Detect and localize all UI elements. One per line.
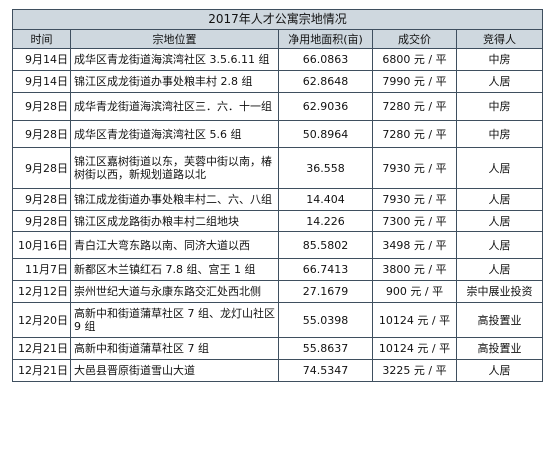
cell-date: 9月14日 [12,48,71,71]
cell-area: 66.7413 [278,258,373,281]
cell-buyer: 人居 [456,231,543,259]
cell-price: 10124 元 / 平 [372,302,457,338]
table-row: 9月14日 成华区青龙街道海滨湾社区 3.5.6.11 组 66.0863 6800 … [12,48,543,71]
cell-date: 9月28日 [12,188,71,211]
cell-price: 7930 元 / 平 [372,188,457,211]
land-table: 2017年人才公寓宗地情况 时间 宗地位置 净用地面积(亩) 成交价 竞得人 9… [12,9,543,382]
cell-buyer: 人居 [456,147,543,189]
cell-date: 9月28日 [12,92,71,121]
cell-area: 55.0398 [278,302,373,338]
table-row: 9月28日 锦江区成龙路街办粮丰村二组地块 14.226 7300 元 / 平人居 [12,210,543,232]
cell-location: 锦江区嘉树街道以东，芙蓉中街以南，椿树街以西，新规划道路以北 [70,147,279,189]
cell-date: 9月28日 [12,120,71,148]
header-buyer: 竞得人 [456,29,543,49]
cell-buyer: 人居 [456,258,543,281]
cell-date: 10月16日 [12,231,71,259]
table-title: 2017年人才公寓宗地情况 [12,9,543,30]
table-row: 12月21日 大邑县晋原街道雪山大道 74.5347 3225 元 / 平人居 [12,359,543,382]
cell-price: 7990 元 / 平 [372,70,457,93]
cell-location: 成华区青龙街道海滨湾社区 3.5.6.11 组 [70,48,279,71]
cell-date: 12月20日 [12,302,71,338]
cell-area: 14.226 [278,210,373,232]
cell-price: 7280 元 / 平 [372,92,457,121]
cell-price: 7930 元 / 平 [372,147,457,189]
land-table-body: 2017年人才公寓宗地情况 时间 宗地位置 净用地面积(亩) 成交价 竞得人 9… [12,9,543,382]
table-row: 9月14日 锦江区成龙街道办事处粮丰村 2.8 组 62.8648 7990 元 / … [12,70,543,93]
table-header-row: 时间 宗地位置 净用地面积(亩) 成交价 竞得人 [12,29,543,49]
cell-date: 12月12日 [12,280,71,303]
cell-location: 成华青龙街道海滨湾社区三．六．十一组 [70,92,279,121]
cell-location: 青白江大弯东路以南、同济大道以西 [70,231,279,259]
cell-price: 3800 元 / 平 [372,258,457,281]
cell-buyer: 崇中展业投资 [456,280,543,303]
table-row: 12月12日 崇州世纪大道与永康东路交汇处西北侧 27.1679 900 元 / 平崇… [12,280,543,303]
cell-date: 9月14日 [12,70,71,93]
table-title-row: 2017年人才公寓宗地情况 [12,9,543,30]
cell-price: 900 元 / 平 [372,280,457,303]
cell-buyer: 人居 [456,359,543,382]
cell-area: 50.8964 [278,120,373,148]
cell-area: 85.5802 [278,231,373,259]
cell-buyer: 中房 [456,120,543,148]
cell-location: 锦江成龙街道办事处粮丰村二、六、八组 [70,188,279,211]
cell-date: 12月21日 [12,359,71,382]
cell-area: 66.0863 [278,48,373,71]
cell-location: 崇州世纪大道与永康东路交汇处西北侧 [70,280,279,303]
cell-buyer: 高投置业 [456,337,543,360]
cell-buyer: 人居 [456,70,543,93]
table-row: 9月28日 锦江区嘉树街道以东，芙蓉中街以南，椿树街以西，新规划道路以北 36.55… [12,147,543,189]
table-row: 12月21日 高新中和街道蒲草社区 7 组 55.8637 10124 元 / 平高投… [12,337,543,360]
cell-location: 新都区木兰镇红石 7.8 组、宫王 1 组 [70,258,279,281]
cell-date: 11月7日 [12,258,71,281]
table-row: 9月28日 成华青龙街道海滨湾社区三．六．十一组 62.9036 7280 元 / 平… [12,92,543,121]
table-row: 9月28日 成华区青龙街道海滨湾社区 5.6 组 50.8964 7280 元 / 平… [12,120,543,148]
cell-area: 27.1679 [278,280,373,303]
cell-location: 锦江区成龙路街办粮丰村二组地块 [70,210,279,232]
cell-price: 3498 元 / 平 [372,231,457,259]
cell-date: 12月21日 [12,337,71,360]
table-row: 11月7日 新都区木兰镇红石 7.8 组、宫王 1 组 66.7413 3800 元 … [12,258,543,281]
cell-buyer: 中房 [456,48,543,71]
cell-location: 高新中和街道蒲草社区 7 组 [70,337,279,360]
cell-price: 7280 元 / 平 [372,120,457,148]
cell-price: 3225 元 / 平 [372,359,457,382]
cell-location: 成华区青龙街道海滨湾社区 5.6 组 [70,120,279,148]
cell-area: 14.404 [278,188,373,211]
cell-location: 大邑县晋原街道雪山大道 [70,359,279,382]
cell-buyer: 中房 [456,92,543,121]
table-row: 12月20日 高新中和街道蒲草社区 7 组、龙灯山社区 9 组 55.0398 101… [12,302,543,338]
cell-buyer: 人居 [456,188,543,211]
cell-area: 55.8637 [278,337,373,360]
land-table-container: 2017年人才公寓宗地情况 时间 宗地位置 净用地面积(亩) 成交价 竞得人 9… [12,9,543,382]
header-area: 净用地面积(亩) [278,29,373,49]
cell-location: 锦江区成龙街道办事处粮丰村 2.8 组 [70,70,279,93]
cell-price: 7300 元 / 平 [372,210,457,232]
header-price: 成交价 [372,29,457,49]
cell-date: 9月28日 [12,147,71,189]
cell-buyer: 人居 [456,210,543,232]
cell-area: 74.5347 [278,359,373,382]
cell-price: 6800 元 / 平 [372,48,457,71]
cell-price: 10124 元 / 平 [372,337,457,360]
cell-area: 62.8648 [278,70,373,93]
cell-area: 62.9036 [278,92,373,121]
header-location: 宗地位置 [70,29,279,49]
cell-buyer: 高投置业 [456,302,543,338]
header-date: 时间 [12,29,71,49]
cell-location: 高新中和街道蒲草社区 7 组、龙灯山社区 9 组 [70,302,279,338]
cell-area: 36.558 [278,147,373,189]
table-row: 10月16日 青白江大弯东路以南、同济大道以西 85.5802 3498 元 / 平人… [12,231,543,259]
cell-date: 9月28日 [12,210,71,232]
table-row: 9月28日 锦江成龙街道办事处粮丰村二、六、八组 14.404 7930 元 / 平人… [12,188,543,211]
